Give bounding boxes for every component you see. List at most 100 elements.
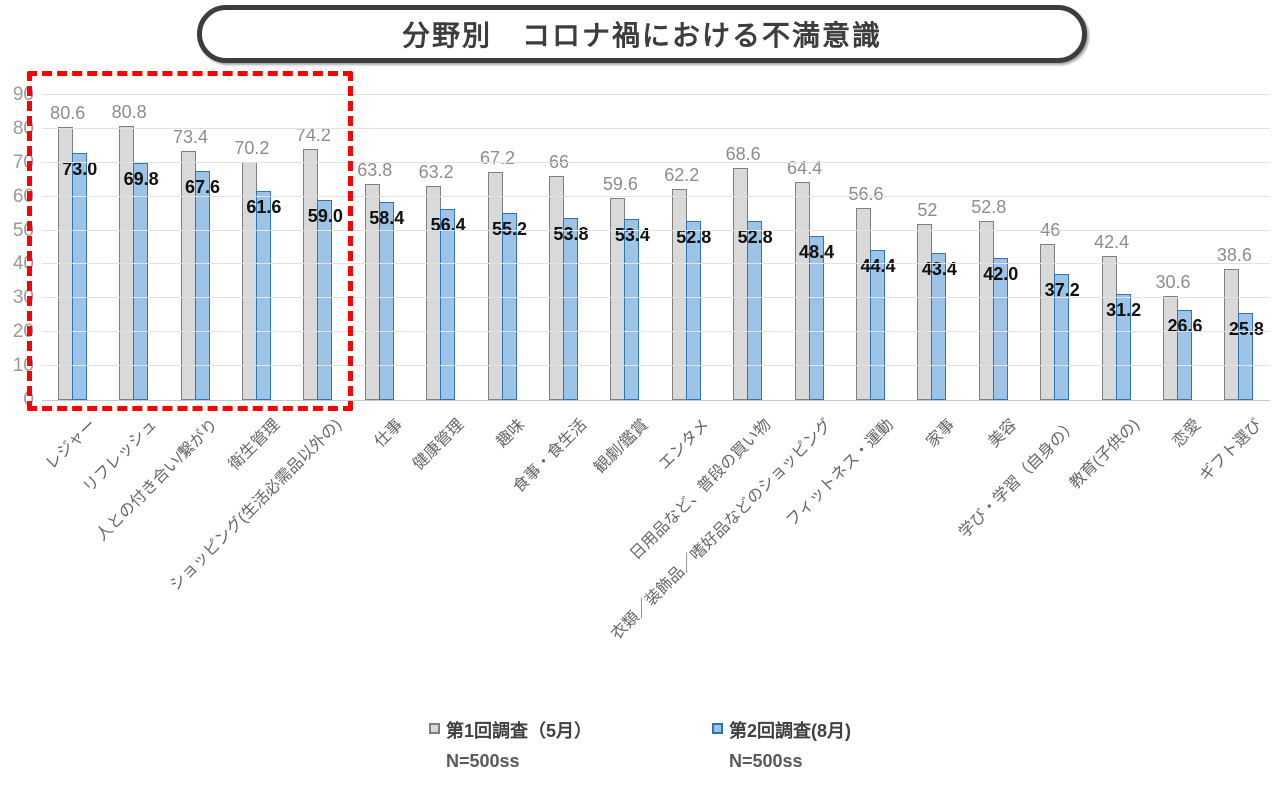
data-label-survey2: 52.8 <box>676 227 712 248</box>
bar-group: 63.2 56.4 <box>410 95 471 400</box>
bar-survey2 <box>71 152 87 400</box>
gridline-40 <box>42 263 1270 265</box>
category-label: エンタメ <box>656 416 713 474</box>
data-label-survey2: 55.2 <box>492 218 528 239</box>
data-label-survey1: 68.6 <box>725 143 761 164</box>
data-label-survey2: 25.8 <box>1228 318 1264 339</box>
highlight-rectangle <box>27 71 353 411</box>
bar-survey2 <box>1115 294 1131 400</box>
category-label: 家事 <box>923 416 959 451</box>
gridline-70 <box>42 161 1270 163</box>
bar-survey2 <box>808 235 824 400</box>
data-label-survey2: 69.8 <box>123 169 159 190</box>
data-label-survey1: 73.4 <box>172 127 209 148</box>
bar-survey1 <box>855 208 871 400</box>
bar-group: 73.4 67.6 <box>165 95 226 400</box>
legend-sample-survey2: N=500ss <box>729 751 803 771</box>
bar-survey1 <box>794 181 810 400</box>
legend-marker-blue-icon <box>712 723 723 734</box>
legend-item-survey2: 第2回調査(8月) N=500ss <box>712 718 851 774</box>
data-label-survey1: 80.8 <box>111 102 147 123</box>
data-label-survey2: 31.2 <box>1106 300 1142 321</box>
legend: 第1回調査（5月） N=500ss 第2回調査(8月) N=500ss <box>0 718 1280 774</box>
category-label: フィットネス・運動 <box>783 416 898 530</box>
data-label-survey1: 63.2 <box>418 161 454 182</box>
legend-label-survey2: 第2回調査(8月) <box>729 721 852 741</box>
bar-survey2 <box>1054 273 1070 400</box>
legend-item-survey1: 第1回調査（5月） N=500ss <box>428 718 592 774</box>
data-label-survey2: 61.6 <box>246 197 282 218</box>
category-label: 食事・食生活 <box>510 416 591 497</box>
legend-sample-survey1: N=500ss <box>445 751 520 771</box>
data-label-survey1: 70.2 <box>234 138 270 159</box>
gridline-90 <box>42 94 1270 95</box>
bar-survey2 <box>747 221 763 400</box>
chart-title-box: 分野別 コロナ禍における不満意識 <box>197 5 1087 63</box>
bar-survey1 <box>978 221 994 400</box>
category-label: 衛生管理 <box>225 416 284 474</box>
bar-group: 42.4 31.2 <box>1086 95 1147 400</box>
data-label-survey1: 52 <box>917 199 938 220</box>
bar-survey2 <box>931 252 947 400</box>
category-label: 日用品など、普段の買い物 <box>627 416 775 564</box>
bar-survey2 <box>1238 312 1254 400</box>
bar-group: 64.4 48.4 <box>779 95 840 400</box>
bar-group: 63.8 58.4 <box>349 95 410 400</box>
data-label-survey2: 52.8 <box>737 227 773 248</box>
bar-survey2 <box>992 257 1008 400</box>
chart-title: 分野別 コロナ禍における不満意識 <box>401 20 882 51</box>
category-label: 観劇/鑑賞 <box>591 416 652 477</box>
legend-marker-gray-icon <box>428 723 440 734</box>
category-label: 趣味 <box>494 416 529 451</box>
bar-survey2 <box>440 208 456 400</box>
gridline-60 <box>42 195 1270 197</box>
gridline-30 <box>42 297 1270 299</box>
category-label: 恋愛 <box>1169 416 1205 451</box>
category-label: リフレッシュ <box>80 416 161 497</box>
data-label-survey2: 37.2 <box>1044 279 1080 300</box>
data-label-survey2: 43.4 <box>921 258 957 279</box>
gridline-20 <box>42 331 1270 333</box>
category-label: レジャー <box>42 416 99 473</box>
gridline-10 <box>42 365 1270 367</box>
legend-label-survey1: 第1回調査（5月） <box>445 721 592 741</box>
data-label-survey1: 67.2 <box>480 148 516 169</box>
bar-group: 56.6 44.4 <box>840 95 901 400</box>
data-label-survey2: 48.4 <box>799 241 835 262</box>
data-label-survey2: 53.8 <box>553 223 589 244</box>
category-label: ショッピング(生活必需品以外の) <box>166 416 345 595</box>
data-label-survey1: 56.6 <box>848 184 884 205</box>
data-label-survey1: 42.4 <box>1094 232 1130 253</box>
bar-survey2 <box>624 219 640 400</box>
data-label-survey1: 63.8 <box>357 159 393 180</box>
data-label-survey2: 73.0 <box>62 158 98 179</box>
data-label-survey1: 52.8 <box>971 197 1007 218</box>
bar-group: 30.6 26.6 <box>1147 95 1208 400</box>
data-label-survey1: 30.6 <box>1155 272 1191 293</box>
bar-group: 70.2 61.6 <box>226 95 287 400</box>
data-label-survey2: 59.0 <box>307 206 343 227</box>
bar-survey1 <box>548 176 564 400</box>
bar-survey1 <box>1040 244 1056 400</box>
bar-survey2 <box>562 217 578 400</box>
data-label-survey2: 44.4 <box>860 255 896 276</box>
category-label: 衣類／装飾品／嗜好品などのショッピング <box>608 416 836 644</box>
bar-group: 66 53.8 <box>533 95 594 400</box>
category-label: 人との付き合い/繋がり <box>93 416 222 545</box>
x-axis-labels: レジャー リフレッシュ 人との付き合い/繋がり 衛生管理 ショッピング(生活必需品以外の… <box>42 400 1270 670</box>
bar-survey2 <box>378 202 394 400</box>
bar-group: 74.2 59.0 <box>288 95 349 400</box>
data-label-survey2: 67.6 <box>184 176 221 197</box>
bar-survey2 <box>255 191 271 400</box>
category-label: 学び・学習（自身の） <box>956 416 1082 542</box>
data-label-survey2: 53.4 <box>614 225 650 246</box>
data-label-survey2: 42.0 <box>983 263 1019 284</box>
gridline-80 <box>42 127 1270 129</box>
plot-area: 80.6 73.0 80.8 69.8 73.4 67.6 70.2 61.6 74.2 59.0… <box>42 94 1270 401</box>
bar-group: 38.6 25.8 <box>1209 95 1270 400</box>
category-label: ギフト選び <box>1196 416 1266 485</box>
bar-group: 46 37.2 <box>1025 95 1086 400</box>
bar-group: 62.2 52.8 <box>656 95 717 400</box>
data-label-survey1: 80.6 <box>50 102 86 123</box>
bar-group: 52.8 42.0 <box>963 95 1024 400</box>
